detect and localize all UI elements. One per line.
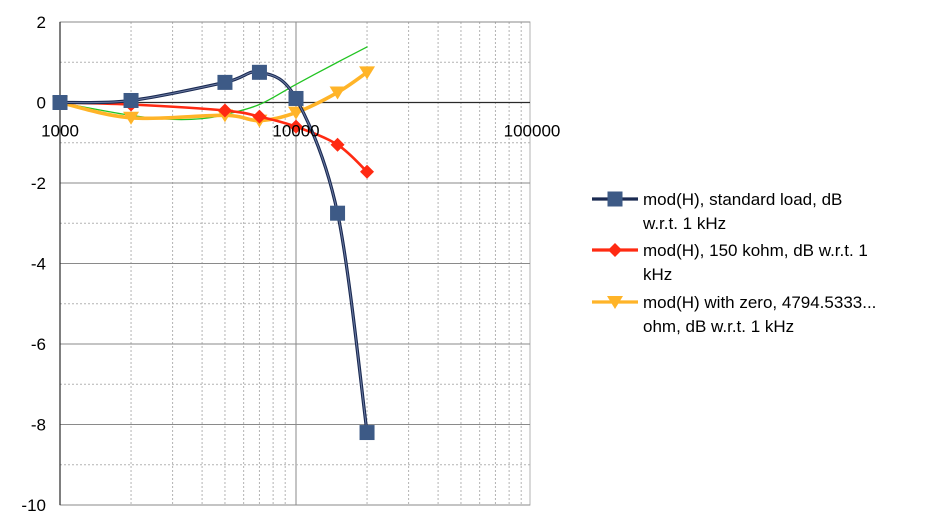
data-point-square [288,90,304,106]
data-point-triangle [123,111,140,125]
data-point-triangle [288,106,304,120]
legend-label: ohm, dB w.r.t. 1 kHz [643,317,794,336]
series-0 [52,64,375,441]
data-point-square [217,74,233,90]
y-tick-label: -2 [31,174,46,193]
legend-label: w.r.t. 1 kHz [642,214,726,233]
series-layer [52,46,376,441]
data-point-diamond [360,164,375,179]
legend-entry: mod(H), 150 kohm, dB w.r.t. 1 kHz [592,241,868,284]
data-point-square [607,191,623,207]
data-point-diamond [289,119,303,134]
legend-label: mod(H) with zero, 4794.5333... [643,293,876,312]
data-point-diamond [252,109,267,124]
legend-entry: mod(H) with zero, 4794.5333... ohm, dB w.… [592,293,876,336]
data-point-square [359,425,375,441]
y-tick-label: 2 [37,13,46,32]
x-tick-label: 1000 [41,122,79,141]
legend-label: mod(H), standard load, dB [643,190,842,209]
y-tick-label: -6 [31,335,46,354]
x-tick-label: 100000 [504,122,561,141]
y-tick-label: -10 [21,496,46,515]
data-point-square [251,64,267,80]
y-tick-label: -8 [31,416,46,435]
tick-labels: 2 0 -2 -4 -6 -8 -10 1000 10000 100000 [21,13,560,515]
data-point-diamond [330,137,345,152]
data-point-diamond [608,243,622,257]
data-point-square [123,92,139,108]
data-point-square [330,205,346,221]
y-tick-label: 0 [37,94,46,113]
x-tick-label: 10000 [272,122,319,141]
data-point-diamond [217,103,232,118]
legend-label: mod(H), 150 kohm, dB w.r.t. 1 [643,241,868,260]
data-point-triangle [329,86,346,100]
data-point-square [52,95,68,110]
y-tick-label: -4 [31,255,46,274]
legend-entry: mod(H), standard load, dB w.r.t. 1 kHz [592,190,842,233]
legend-label: kHz [643,265,672,284]
data-point-triangle [359,66,376,80]
data-point-triangle [607,296,623,309]
legend: mod(H), standard load, dBw.r.t. 1 kHzmod… [592,190,876,336]
